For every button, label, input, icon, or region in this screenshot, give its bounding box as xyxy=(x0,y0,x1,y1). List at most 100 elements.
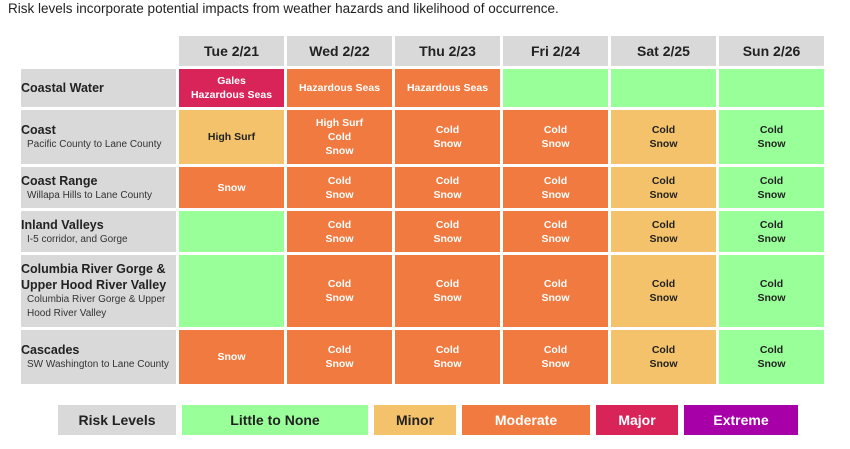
cell-line: Cold xyxy=(435,124,460,136)
risk-cell: Cold Snow xyxy=(287,167,392,208)
table-row: Coastal Water Gales Hazardous Seas Hazard… xyxy=(21,69,824,107)
risk-cell: High Surf xyxy=(179,110,284,164)
zone-subtitle: I-5 corridor, and Gorge xyxy=(27,233,128,245)
cell-line: Hazardous Seas xyxy=(406,82,489,94)
risk-cell: Cold Snow xyxy=(719,255,824,327)
cell-line: Snow xyxy=(649,138,678,150)
cell-line: Snow xyxy=(217,181,246,194)
zone-title: Cascades xyxy=(21,343,80,357)
cell-line: Snow xyxy=(325,188,354,201)
caption: Risk levels incorporate potential impact… xyxy=(8,1,559,16)
cell-line: Snow xyxy=(541,188,570,201)
cell-line: Snow xyxy=(649,292,678,304)
cell-line: Snow xyxy=(757,188,786,201)
risk-cell: Cold Snow xyxy=(503,211,608,252)
cell-line: Snow xyxy=(541,292,570,304)
risk-cell: Cold Snow xyxy=(611,110,716,164)
risk-cell: Cold Snow xyxy=(503,255,608,327)
day-header: Tue 2/21 xyxy=(179,36,284,66)
risk-cell: Cold Snow xyxy=(611,255,716,327)
cell-line: Cold xyxy=(759,124,784,136)
zone-subtitle: Willapa Hills to Lane County xyxy=(27,189,153,201)
cell-line: Cold xyxy=(435,218,460,231)
cell-line: Cold xyxy=(651,174,676,187)
cell-line: Cold xyxy=(759,218,784,231)
risk-cell xyxy=(179,211,284,252)
risk-cell: Gales Hazardous Seas xyxy=(179,69,284,107)
cell-line: Hazardous Seas xyxy=(190,89,273,101)
cell-line: Cold xyxy=(435,344,460,356)
legend-little-to-none: Little to None xyxy=(182,405,368,435)
cell-line: Snow xyxy=(757,232,786,245)
zone-subtitle: SW Washington to Lane County xyxy=(27,359,169,370)
cell-line: Cold xyxy=(651,278,676,290)
risk-cell: Cold Snow xyxy=(395,255,500,327)
cell-line: Cold xyxy=(543,218,568,231)
zone-header: Coastal Water xyxy=(21,69,176,107)
table-row: Coast Pacific County to Lane County High… xyxy=(21,110,824,164)
risk-cell: Snow xyxy=(179,167,284,208)
cell-line: Snow xyxy=(649,188,678,201)
zone-title: Coast Range xyxy=(21,173,98,188)
risk-cell: Hazardous Seas xyxy=(395,69,500,107)
cell-line: Snow xyxy=(649,358,678,370)
cell-line: Cold xyxy=(543,278,568,290)
risk-cell: Cold Snow xyxy=(611,211,716,252)
risk-cell: Snow xyxy=(179,330,284,384)
day-header: Sat 2/25 xyxy=(611,36,716,66)
cell-line: Cold xyxy=(651,344,676,356)
table-row: Cascades SW Washington to Lane County Sn… xyxy=(21,330,824,384)
table-row: Coast Range Willapa Hills to Lane County… xyxy=(21,167,824,208)
cell-line: Cold xyxy=(543,174,568,187)
zone-header: Cascades SW Washington to Lane County xyxy=(21,330,176,384)
zone-header: Inland Valleys I-5 corridor, and Gorge xyxy=(21,211,176,252)
risk-cell: Cold Snow xyxy=(719,330,824,384)
risk-cell: Cold Snow xyxy=(395,211,500,252)
risk-cell: Cold Snow xyxy=(287,330,392,384)
day-header: Thu 2/23 xyxy=(395,36,500,66)
cell-line: Cold xyxy=(759,278,784,290)
cell-line: Gales xyxy=(217,75,246,87)
cell-line: Cold xyxy=(543,344,568,356)
zone-title: Inland Valleys xyxy=(21,217,104,232)
risk-cell: Cold Snow xyxy=(503,330,608,384)
day-header: Fri 2/24 xyxy=(503,36,608,66)
cell-line: Cold xyxy=(651,218,676,231)
risk-cell: Cold Snow xyxy=(503,167,608,208)
cell-line: Cold xyxy=(435,278,460,290)
legend-label: Risk Levels xyxy=(58,405,176,435)
legend-moderate: Moderate xyxy=(462,405,590,435)
cell-line: Snow xyxy=(541,138,570,150)
cell-line: Snow xyxy=(433,138,462,150)
risk-cell: Cold Snow xyxy=(503,110,608,164)
risk-cell: Cold Snow xyxy=(287,211,392,252)
cell-line: Snow xyxy=(433,232,462,245)
corner-cell xyxy=(21,36,176,66)
zone-title: Coastal Water xyxy=(21,81,104,95)
risk-cell: High Surf Cold Snow xyxy=(287,110,392,164)
day-header: Sun 2/26 xyxy=(719,36,824,66)
legend-extreme: Extreme xyxy=(684,405,798,435)
risk-cell: Cold Snow xyxy=(719,167,824,208)
risk-cell: Cold Snow xyxy=(719,110,824,164)
zone-subtitle: Pacific County to Lane County xyxy=(27,139,162,150)
cell-line: Snow xyxy=(217,351,246,363)
cell-line: Snow xyxy=(757,138,786,150)
cell-line: Cold xyxy=(327,344,352,356)
cell-line: Cold xyxy=(327,131,352,143)
cell-line: Snow xyxy=(433,188,462,201)
zone-header: Columbia River Gorge & Upper Hood River … xyxy=(21,255,176,327)
risk-cell xyxy=(503,69,608,107)
cell-line: Snow xyxy=(541,358,570,370)
cell-line: Cold xyxy=(651,124,676,136)
cell-line: Snow xyxy=(325,358,354,370)
risk-cell: Cold Snow xyxy=(395,110,500,164)
cell-line: Snow xyxy=(757,292,786,304)
risk-table: Tue 2/21 Wed 2/22 Thu 2/23 Fri 2/24 Sat … xyxy=(18,33,827,387)
legend-minor: Minor xyxy=(374,405,456,435)
day-header-row: Tue 2/21 Wed 2/22 Thu 2/23 Fri 2/24 Sat … xyxy=(21,36,824,66)
zone-header: Coast Pacific County to Lane County xyxy=(21,110,176,164)
cell-line: Snow xyxy=(433,292,462,304)
risk-cell: Cold Snow xyxy=(719,211,824,252)
cell-line: Snow xyxy=(757,358,786,370)
